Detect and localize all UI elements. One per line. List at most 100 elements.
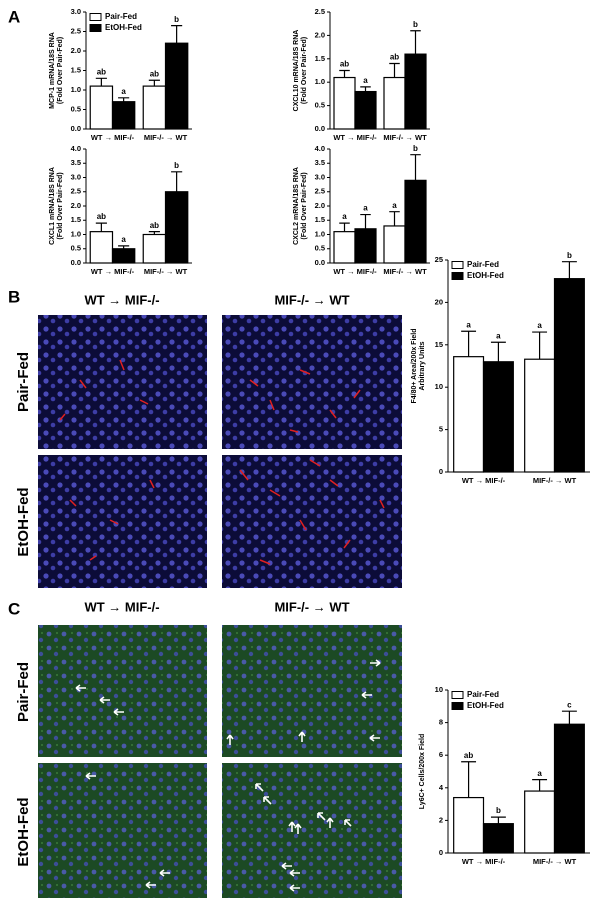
bar bbox=[453, 356, 485, 473]
error-bar bbox=[410, 30, 421, 55]
significance-label: b bbox=[413, 20, 418, 29]
legend-swatch bbox=[89, 24, 102, 32]
error-bar bbox=[148, 79, 160, 87]
x-tick-label: MIF-/- → WT bbox=[383, 267, 427, 276]
error-bar bbox=[532, 331, 548, 360]
bar bbox=[524, 790, 556, 854]
y-tick-label: 1.0 bbox=[315, 229, 325, 238]
x-tick-label: MIF-/- → WT bbox=[533, 476, 577, 485]
error-bar bbox=[389, 62, 400, 78]
y-axis-label: (Fold Over Pair-Fed) bbox=[57, 37, 64, 104]
panel-label: C bbox=[8, 599, 20, 618]
significance-label: a bbox=[392, 201, 397, 210]
error-bar bbox=[171, 171, 183, 192]
y-tick-label: 0.0 bbox=[315, 258, 325, 267]
legend-label: EtOH-Fed bbox=[467, 271, 504, 280]
micrograph bbox=[38, 455, 207, 588]
y-tick-label: 1.5 bbox=[71, 65, 81, 74]
y-tick-label: 1.5 bbox=[315, 54, 325, 63]
panel-label: A bbox=[8, 7, 20, 26]
significance-label: a bbox=[363, 204, 368, 213]
micrograph bbox=[38, 763, 207, 898]
error-bar bbox=[389, 211, 400, 226]
significance-label: ab bbox=[97, 212, 106, 221]
y-tick-label: 0.5 bbox=[71, 244, 81, 253]
y-tick-label: 0 bbox=[439, 848, 443, 857]
error-bar bbox=[360, 213, 371, 229]
stain bbox=[59, 359, 385, 565]
significance-label: b bbox=[413, 144, 418, 153]
significance-label: a bbox=[121, 87, 126, 96]
significance-label: b bbox=[174, 161, 179, 170]
error-bar bbox=[461, 330, 477, 357]
row-header: Pair-Fed bbox=[15, 352, 32, 412]
y-tick-label: 0.0 bbox=[315, 124, 325, 133]
y-axis-label: CXCL2 mRNA/18S RNA bbox=[293, 167, 300, 245]
significance-label: ab bbox=[464, 751, 473, 760]
x-tick-label: MIF-/- → WT bbox=[383, 133, 427, 142]
y-tick-label: 4.0 bbox=[71, 144, 81, 153]
significance-label: c bbox=[567, 700, 572, 709]
significance-label: ab bbox=[390, 53, 399, 62]
x-tick-label: WT → MIF-/- bbox=[333, 267, 377, 276]
x-tick-label: WT → MIF-/- bbox=[333, 133, 377, 142]
row-header: EtOH-Fed bbox=[15, 797, 32, 866]
bar bbox=[164, 42, 189, 130]
legend-swatch bbox=[89, 13, 102, 21]
y-tick-label: 1.0 bbox=[315, 77, 325, 86]
column-header: WT → MIF-/- bbox=[84, 599, 159, 614]
y-tick-label: 25 bbox=[435, 255, 443, 264]
significance-label: a bbox=[121, 235, 126, 244]
micrograph bbox=[222, 763, 402, 898]
legend-label: EtOH-Fed bbox=[105, 23, 142, 32]
y-tick-label: 10 bbox=[435, 382, 443, 391]
y-tick-label: 1.0 bbox=[71, 229, 81, 238]
y-tick-label: 3.0 bbox=[71, 172, 81, 181]
y-axis-label: Arbitrary Units bbox=[419, 341, 426, 390]
bar bbox=[404, 53, 427, 130]
bar bbox=[404, 179, 427, 264]
y-axis-label: F4/80+ Area/200x Field bbox=[411, 328, 418, 403]
y-tick-label: 4 bbox=[439, 783, 444, 792]
error-bar bbox=[410, 154, 421, 181]
y-tick-label: 2.5 bbox=[71, 26, 81, 35]
x-tick-label: MIF-/- → WT bbox=[144, 133, 188, 142]
x-tick-label: WT → MIF-/- bbox=[91, 267, 135, 276]
bar bbox=[482, 823, 514, 854]
bar bbox=[333, 231, 356, 264]
y-tick-label: 15 bbox=[435, 340, 443, 349]
bar bbox=[333, 76, 356, 130]
bar bbox=[164, 191, 189, 264]
error-bar bbox=[171, 25, 183, 44]
bar bbox=[89, 85, 114, 130]
micrographs-c bbox=[38, 625, 402, 898]
legend-swatch bbox=[451, 272, 464, 280]
column-header: MIF-/- → WT bbox=[274, 292, 349, 307]
significance-label: a bbox=[537, 769, 542, 778]
error-bar bbox=[461, 761, 477, 798]
y-tick-label: 10 bbox=[435, 685, 443, 694]
arrows bbox=[75, 659, 381, 892]
y-tick-label: 2.5 bbox=[315, 7, 325, 16]
bar bbox=[111, 248, 136, 264]
bar bbox=[553, 723, 585, 854]
column-header: MIF-/- → WT bbox=[274, 599, 349, 614]
significance-label: ab bbox=[150, 69, 159, 78]
error-bar bbox=[360, 86, 371, 92]
error-bar bbox=[118, 245, 130, 249]
y-tick-label: 1.5 bbox=[315, 215, 325, 224]
micrograph bbox=[38, 315, 207, 449]
y-tick-label: 1.0 bbox=[71, 85, 81, 94]
micrograph bbox=[222, 315, 402, 449]
legend-label: EtOH-Fed bbox=[467, 701, 504, 710]
y-tick-label: 4.0 bbox=[315, 144, 325, 153]
bar bbox=[453, 796, 485, 854]
x-tick-label: WT → MIF-/- bbox=[462, 857, 506, 866]
legend-label: Pair-Fed bbox=[105, 12, 137, 21]
y-axis-label: (Fold Over Pair-Fed) bbox=[57, 172, 64, 239]
y-tick-label: 2.0 bbox=[315, 30, 325, 39]
column-header: WT → MIF-/- bbox=[84, 292, 159, 307]
significance-label: ab bbox=[340, 60, 349, 69]
error-bar bbox=[561, 710, 577, 725]
